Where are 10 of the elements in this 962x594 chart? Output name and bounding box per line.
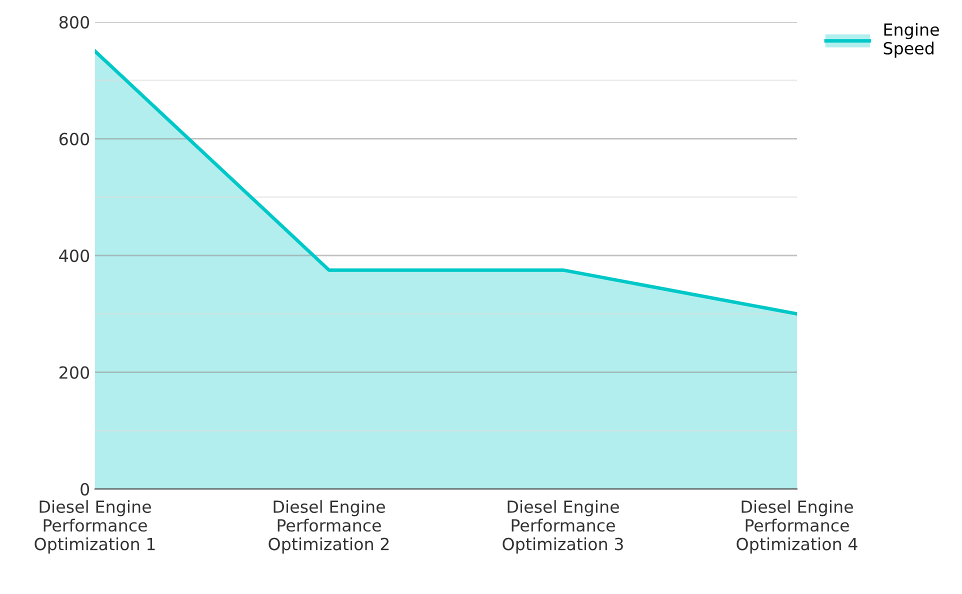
y-tick-label: 200 bbox=[60, 366, 90, 379]
x-tick-label: Diesel Engine Performance Optimization 4 bbox=[736, 500, 858, 554]
x-tick-label: Diesel Engine Performance Optimization 2 bbox=[268, 500, 389, 554]
x-tick-label: Diesel Engine Performance Optimization 1 bbox=[34, 500, 155, 554]
x-tick-label: Diesel Engine Performance Optimization 3 bbox=[502, 500, 623, 554]
legend-label: Engine Speed bbox=[884, 22, 939, 58]
y-tick-label: 800 bbox=[59, 16, 90, 29]
y-tick-label: 0 bbox=[80, 482, 90, 496]
y-tick-label: 400 bbox=[59, 249, 90, 262]
y-tick-label: 600 bbox=[59, 132, 90, 146]
